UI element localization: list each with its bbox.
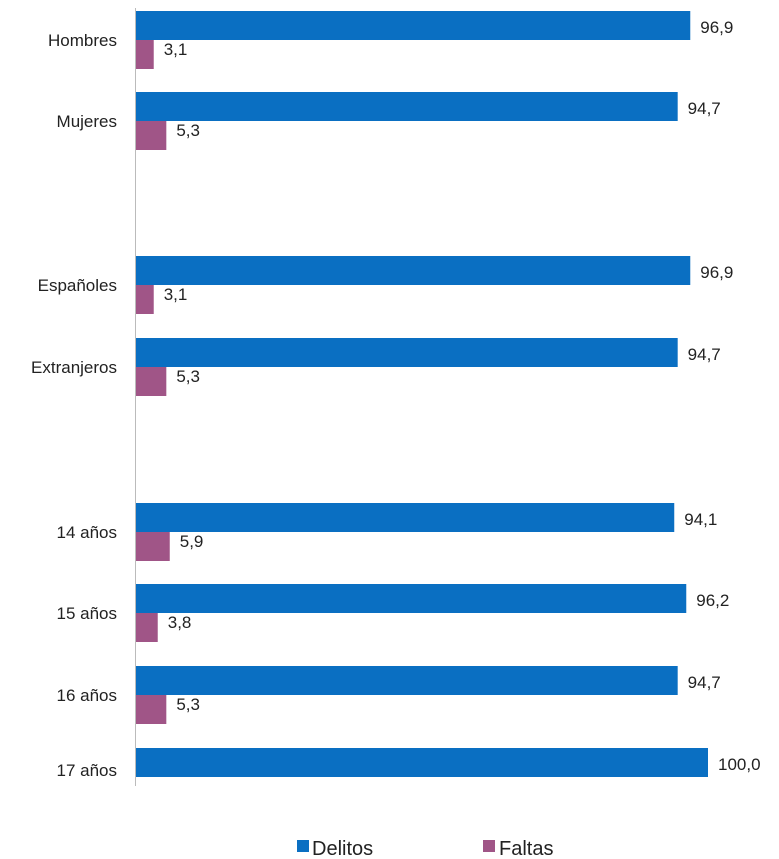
bars-group <box>136 11 708 777</box>
value-label-delitos-14-anos: 94,1 <box>684 510 717 529</box>
value-label-delitos-mujeres: 94,7 <box>688 99 721 118</box>
legend-label-faltas: Faltas <box>499 838 553 859</box>
category-label-16-anos: 16 años <box>57 686 118 705</box>
value-label-faltas-hombres: 3,1 <box>164 40 188 59</box>
bar-delitos-extranjeros <box>136 338 678 367</box>
category-labels: Hombres Mujeres Españoles Extranjeros 14 año… <box>31 31 117 780</box>
bar-faltas-15-anos <box>136 613 158 642</box>
value-label-delitos-15-anos: 96,2 <box>696 591 729 610</box>
legend: Delitos Faltas <box>297 838 553 859</box>
category-label-14-anos: 14 años <box>57 523 118 542</box>
value-label-delitos-17-anos: 100,0 <box>718 755 761 774</box>
bar-delitos-mujeres <box>136 92 678 121</box>
value-label-delitos-16-anos: 94,7 <box>688 673 721 692</box>
category-label-15-anos: 15 años <box>57 604 118 623</box>
bar-faltas-16-anos <box>136 695 167 724</box>
category-label-mujeres: Mujeres <box>57 112 117 131</box>
legend-label-delitos: Delitos <box>312 838 373 859</box>
bar-faltas-espanoles <box>136 285 154 314</box>
bar-delitos-17-anos <box>136 748 708 777</box>
value-label-faltas-extranjeros: 5,3 <box>176 367 200 386</box>
bar-faltas-14-anos <box>136 532 170 561</box>
value-label-faltas-espanoles: 3,1 <box>164 285 188 304</box>
legend-swatch-faltas <box>483 840 495 852</box>
value-label-delitos-extranjeros: 94,7 <box>688 345 721 364</box>
bar-delitos-espanoles <box>136 256 691 285</box>
value-label-faltas-16-anos: 5,3 <box>176 695 200 714</box>
bar-faltas-mujeres <box>136 121 167 150</box>
value-label-delitos-espanoles: 96,9 <box>700 263 733 282</box>
value-label-faltas-14-anos: 5,9 <box>180 532 204 551</box>
bar-delitos-16-anos <box>136 666 678 695</box>
bar-delitos-15-anos <box>136 584 687 613</box>
legend-swatch-delitos <box>297 840 309 852</box>
category-label-extranjeros: Extranjeros <box>31 358 117 377</box>
bar-delitos-14-anos <box>136 503 675 532</box>
value-label-delitos-hombres: 96,9 <box>700 18 733 37</box>
category-label-espanoles: Españoles <box>38 276 117 295</box>
category-label-hombres: Hombres <box>48 31 117 50</box>
bar-faltas-hombres <box>136 40 154 69</box>
category-label-17-anos: 17 años <box>57 761 118 780</box>
bar-delitos-hombres <box>136 11 691 40</box>
value-label-faltas-mujeres: 5,3 <box>176 121 200 140</box>
bar-faltas-extranjeros <box>136 367 167 396</box>
value-labels: 96,9 3,1 94,7 5,3 96,9 3,1 94,7 5,3 94,1 5,9 96,2 3… <box>164 18 761 774</box>
value-label-faltas-15-anos: 3,8 <box>168 613 192 632</box>
